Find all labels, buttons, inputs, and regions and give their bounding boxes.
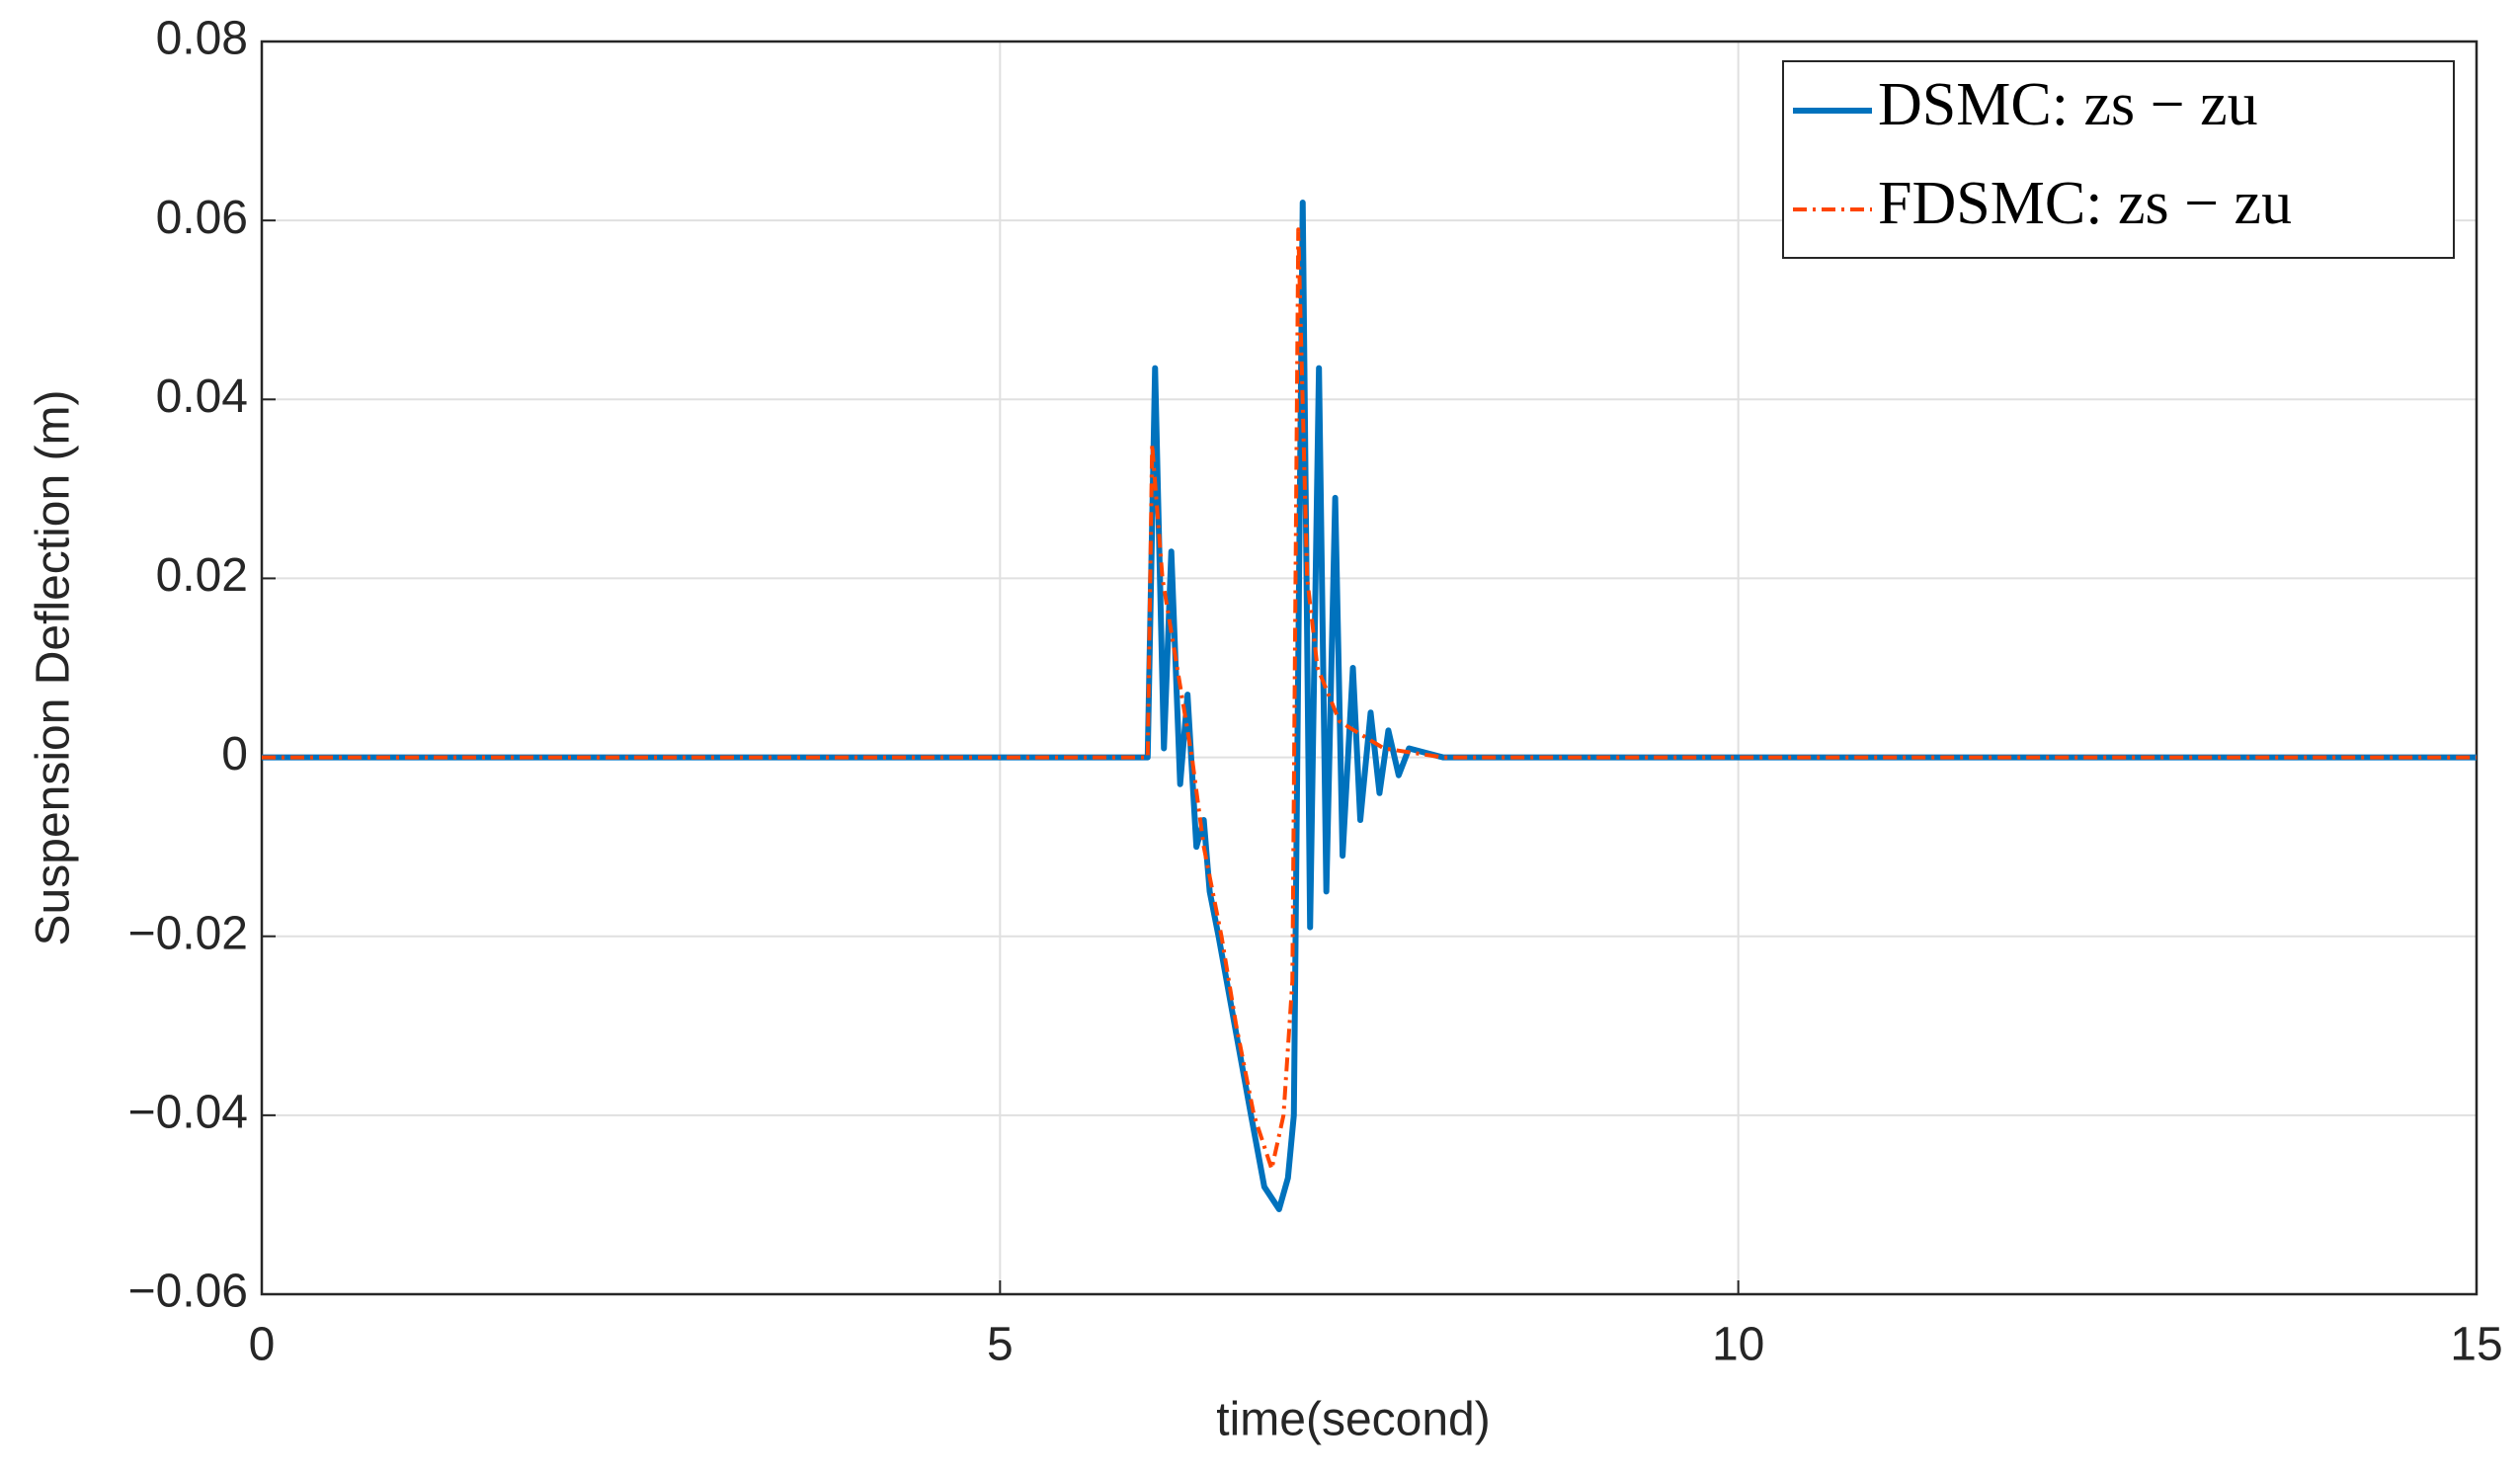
- y-tick-label: −0.06: [128, 1266, 248, 1318]
- y-tick-label: 0.02: [156, 549, 248, 602]
- y-tick-label: 0.08: [156, 13, 248, 65]
- legend-label: FDSMC: zs − zu: [1878, 170, 2292, 237]
- y-tick-label: −0.04: [128, 1087, 248, 1139]
- x-tick-label: 15: [2450, 1319, 2502, 1371]
- data-line: [262, 227, 2477, 1172]
- x-axis-label: time(second): [1216, 1394, 1490, 1446]
- legend-box: [1782, 60, 2455, 259]
- y-tick-label: 0: [221, 728, 248, 780]
- y-axis-label: Suspension Deflection (m): [28, 390, 80, 946]
- legend-label: DSMC: zs − zu: [1878, 71, 2258, 138]
- data-line: [262, 200, 2477, 1212]
- y-tick-label: −0.02: [128, 907, 248, 959]
- x-tick-label: 0: [249, 1319, 276, 1371]
- x-tick-label: 10: [1712, 1319, 1764, 1371]
- x-tick-label: 5: [987, 1319, 1014, 1371]
- y-tick-label: 0.04: [156, 370, 248, 423]
- plot-frame: [260, 40, 2479, 1296]
- y-tick-label: 0.06: [156, 192, 248, 244]
